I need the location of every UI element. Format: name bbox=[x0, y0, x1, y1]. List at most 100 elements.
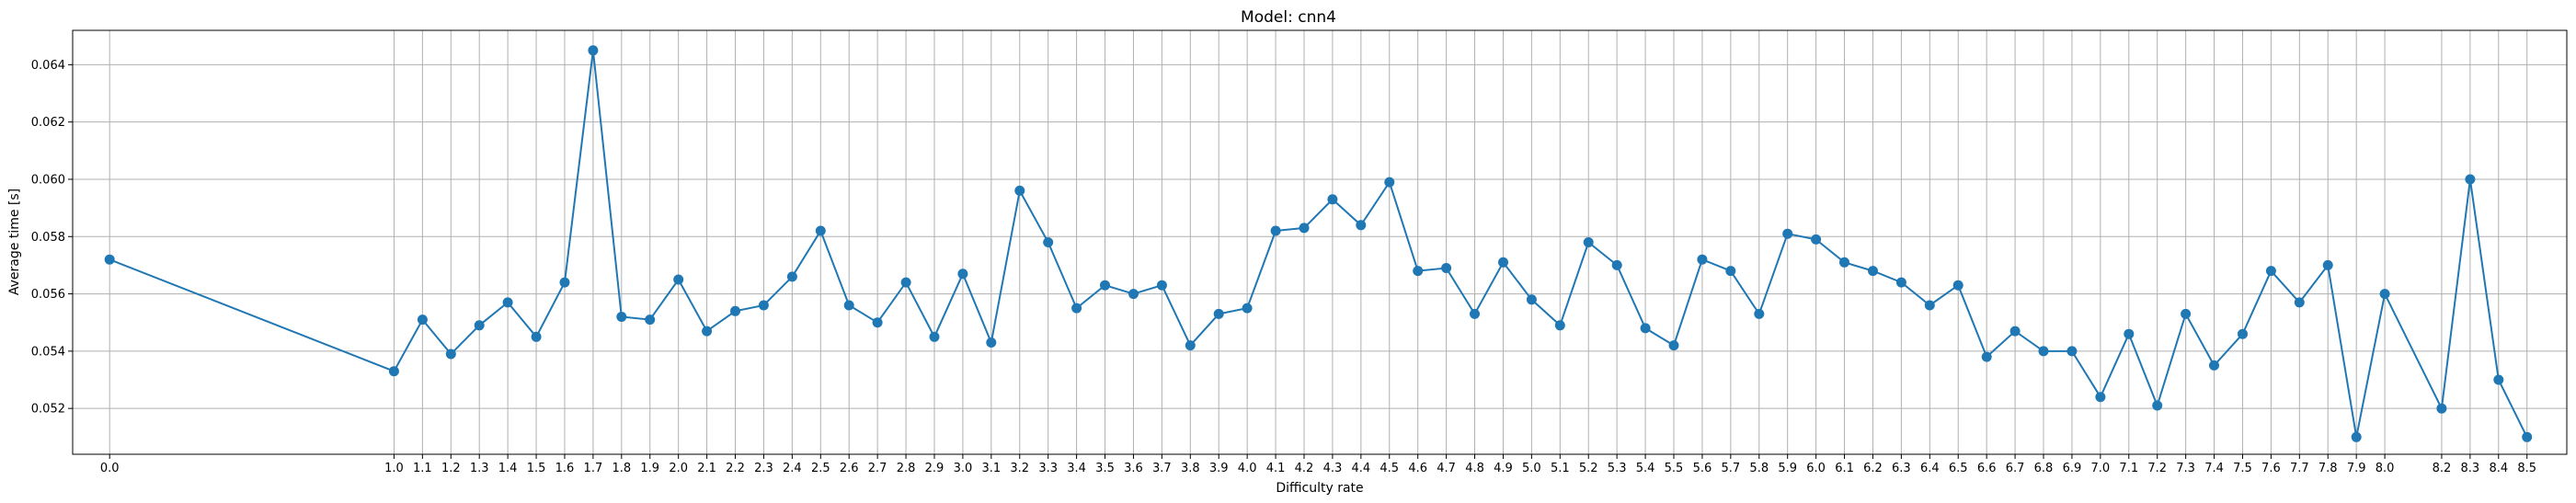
y-axis: 0.052 0.054 0.056 0.058 0.060 0.062 0.064 bbox=[31, 59, 73, 417]
x-tick-label: 3.3 bbox=[1038, 462, 1058, 475]
data-point bbox=[1327, 194, 1338, 205]
x-axis: 0.0 1.0 1.1 1.2 1.3 1.4 1.5 1.6 1.7 1.8 1.9 2.0 2.1 2… bbox=[100, 454, 2536, 475]
data-point bbox=[2181, 308, 2192, 319]
x-tick-label: 4.2 bbox=[1295, 462, 1314, 475]
data-point bbox=[1697, 254, 1708, 265]
x-tick-label: 2.4 bbox=[783, 462, 802, 475]
x-tick-label: 5.4 bbox=[1636, 462, 1655, 475]
data-point bbox=[1128, 289, 1139, 300]
data-point bbox=[104, 254, 115, 265]
y-tick-label: 0.062 bbox=[31, 116, 65, 130]
x-tick-label: 2.3 bbox=[754, 462, 773, 475]
x-tick-label: 1.0 bbox=[384, 462, 404, 475]
data-point bbox=[474, 320, 485, 331]
data-point bbox=[872, 317, 883, 328]
data-point bbox=[1299, 223, 1310, 234]
data-point bbox=[1725, 266, 1736, 277]
data-point bbox=[2152, 400, 2163, 411]
x-tick-label: 6.8 bbox=[2034, 462, 2054, 475]
x-tick-label: 2.1 bbox=[697, 462, 716, 475]
x-tick-label: 3.6 bbox=[1124, 462, 1143, 475]
x-tick-label: 5.9 bbox=[1778, 462, 1797, 475]
x-tick-label: 6.7 bbox=[2006, 462, 2025, 475]
x-tick-label: 5.6 bbox=[1693, 462, 1712, 475]
x-tick-label: 3.1 bbox=[981, 462, 1001, 475]
x-tick-label: 1.8 bbox=[612, 462, 631, 475]
data-point bbox=[1441, 263, 1452, 273]
data-point bbox=[531, 331, 542, 342]
data-point bbox=[1895, 277, 1906, 288]
series-cnn4 bbox=[104, 45, 2533, 442]
data-point bbox=[2351, 431, 2362, 442]
x-tick-label: 2.8 bbox=[897, 462, 916, 475]
x-tick-label: 2.9 bbox=[925, 462, 945, 475]
data-point bbox=[1526, 294, 1537, 305]
x-tick-label: 2.5 bbox=[811, 462, 830, 475]
x-tick-label: 4.3 bbox=[1323, 462, 1343, 475]
x-tick-label: 6.0 bbox=[1806, 462, 1826, 475]
data-point bbox=[1498, 257, 1508, 268]
x-tick-label: 7.5 bbox=[2233, 462, 2252, 475]
data-point bbox=[502, 297, 513, 308]
grid bbox=[73, 30, 2567, 454]
x-tick-label: 4.0 bbox=[1238, 462, 1257, 475]
data-point bbox=[645, 314, 656, 326]
x-tick-label: 7.9 bbox=[2347, 462, 2366, 475]
data-point bbox=[1782, 228, 1793, 239]
data-point bbox=[1583, 237, 1594, 247]
data-point bbox=[2322, 259, 2333, 270]
x-tick-label: 1.5 bbox=[527, 462, 546, 475]
data-point bbox=[1554, 320, 1565, 331]
x-tick-label: 3.4 bbox=[1067, 462, 1086, 475]
x-tick-label: 3.9 bbox=[1209, 462, 1229, 475]
plot-area bbox=[72, 29, 2568, 455]
x-tick-label: 3.2 bbox=[1010, 462, 1029, 475]
data-point bbox=[1924, 300, 1935, 311]
data-point bbox=[417, 314, 428, 326]
y-tick-label: 0.054 bbox=[31, 345, 65, 359]
data-point bbox=[616, 312, 627, 322]
data-point bbox=[673, 274, 684, 285]
x-tick-label: 3.0 bbox=[954, 462, 973, 475]
x-tick-label: 7.3 bbox=[2176, 462, 2195, 475]
x-tick-label: 1.3 bbox=[470, 462, 489, 475]
data-point bbox=[1413, 266, 1424, 277]
data-point bbox=[843, 300, 854, 311]
data-point bbox=[1981, 351, 1992, 362]
data-point bbox=[1071, 303, 1082, 314]
y-axis-title: Average time [s] bbox=[7, 189, 22, 295]
x-tick-label: 5.8 bbox=[1749, 462, 1769, 475]
x-tick-label: 5.0 bbox=[1522, 462, 1541, 475]
data-point bbox=[388, 366, 399, 377]
data-point bbox=[1213, 308, 1224, 319]
data-point bbox=[1640, 323, 1651, 334]
x-tick-label: 6.9 bbox=[2063, 462, 2082, 475]
y-tick-label: 0.052 bbox=[31, 403, 65, 417]
data-point bbox=[2067, 346, 2078, 357]
data-point bbox=[1270, 225, 1281, 236]
data-point bbox=[1839, 257, 1849, 268]
x-tick-label: 4.8 bbox=[1465, 462, 1484, 475]
data-point bbox=[588, 45, 599, 56]
x-tick-label: 7.2 bbox=[2147, 462, 2167, 475]
x-tick-label: 1.1 bbox=[413, 462, 432, 475]
x-tick-label: 3.8 bbox=[1181, 462, 1200, 475]
data-point bbox=[758, 300, 769, 311]
x-tick-label: 8.3 bbox=[2461, 462, 2480, 475]
data-point bbox=[1356, 220, 1367, 231]
data-point bbox=[1242, 303, 1253, 314]
data-point bbox=[2294, 297, 2305, 308]
data-point bbox=[1470, 308, 1480, 319]
data-point bbox=[1868, 266, 1878, 277]
data-point bbox=[2038, 346, 2049, 357]
x-tick-label: 4.6 bbox=[1408, 462, 1427, 475]
data-point bbox=[559, 277, 570, 288]
data-point bbox=[957, 269, 968, 280]
x-tick-label: 4.7 bbox=[1437, 462, 1456, 475]
data-point bbox=[900, 277, 911, 288]
x-tick-label: 5.7 bbox=[1722, 462, 1741, 475]
x-tick-label: 5.3 bbox=[1608, 462, 1627, 475]
data-point bbox=[2009, 326, 2021, 337]
data-point bbox=[1952, 280, 1963, 291]
